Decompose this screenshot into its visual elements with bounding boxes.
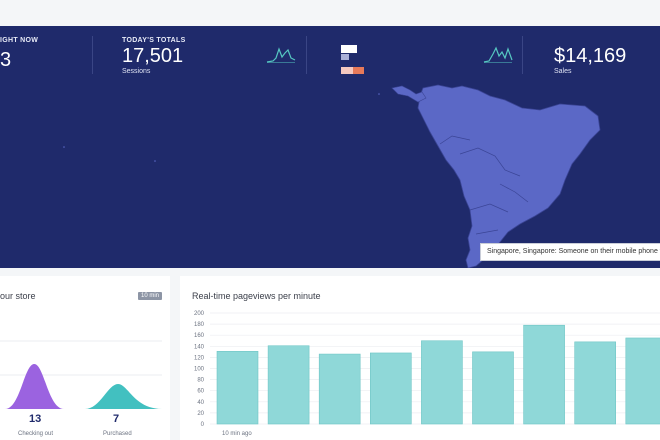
south-america-shape: [417, 84, 601, 268]
pageview-bar[interactable]: [421, 340, 463, 425]
sales-sparkline-icon: [483, 46, 513, 63]
sessions-label: Sessions: [122, 68, 151, 75]
checking-out-value: 13: [29, 413, 42, 425]
store-funnel-chart: [0, 340, 162, 409]
legend-block-orange: [353, 67, 364, 74]
totals-label: TODAY'S TOTALS: [122, 37, 186, 44]
y-tick-label: 100: [194, 367, 205, 373]
pageview-bar[interactable]: [216, 350, 259, 425]
time-range-badge[interactable]: 10 min: [138, 292, 163, 300]
y-tick-label: 60: [197, 389, 204, 395]
sessions-sparkline-icon: [266, 47, 296, 63]
legend-block-white: [341, 45, 357, 53]
divider: [306, 36, 307, 74]
right-now-label: IGHT NOW: [0, 37, 39, 44]
y-tick-label: 40: [197, 400, 204, 406]
top-strip: [0, 0, 660, 26]
store-card-title: our store: [0, 291, 36, 301]
central-america-shape: [391, 85, 427, 103]
pageview-bar[interactable]: [574, 341, 617, 425]
pageview-bar[interactable]: [472, 351, 514, 425]
purchased-curve: [85, 384, 162, 409]
y-tick-label: 140: [194, 344, 205, 350]
pageview-bar[interactable]: [370, 352, 412, 425]
y-tick-label: 20: [197, 411, 204, 417]
y-tick-label: 180: [194, 322, 205, 328]
purchased-value: 7: [113, 413, 120, 425]
y-tick-label: 200: [194, 311, 205, 317]
pageviews-card-title: Real-time pageviews per minute: [192, 291, 321, 301]
sales-label: Sales: [554, 68, 572, 75]
pageview-bar[interactable]: [318, 353, 361, 425]
legend-block-pink: [341, 67, 353, 74]
divider: [92, 36, 93, 74]
checking-out-curve: [5, 363, 64, 409]
right-now-value: 3: [0, 49, 12, 71]
pageview-bar[interactable]: [523, 324, 565, 425]
pageviews-card: Real-time pageviews per minute 0 20 40 60 80…: [180, 276, 660, 440]
legend-block-light: [341, 54, 349, 60]
store-card: our store 10 min 13 Checking out 7 Purch…: [0, 276, 170, 440]
divider: [522, 36, 523, 74]
stats-bar: IGHT NOW 3 TODAY'S TOTALS 17,501 Session…: [0, 26, 660, 84]
sessions-value: 17,501: [122, 45, 184, 67]
pageview-bar[interactable]: [625, 337, 660, 425]
sales-value: $14,169: [554, 45, 627, 67]
pageviews-bar-chart: 0 20 40 60 80 100 120 140 160 180 200: [194, 311, 660, 428]
checking-out-label: Checking out: [18, 431, 54, 437]
realtime-map[interactable]: [0, 84, 660, 268]
pageview-bar[interactable]: [267, 345, 310, 425]
y-tick-label: 0: [201, 422, 205, 428]
world-map: [0, 84, 660, 268]
y-tick-label: 80: [197, 378, 204, 384]
map-tooltip: Singapore, Singapore: Someone on their m…: [480, 243, 660, 261]
x-axis-label: 10 min ago: [222, 431, 252, 437]
purchased-label: Purchased: [103, 431, 132, 437]
y-tick-label: 160: [194, 333, 205, 339]
y-tick-label: 120: [194, 355, 205, 361]
